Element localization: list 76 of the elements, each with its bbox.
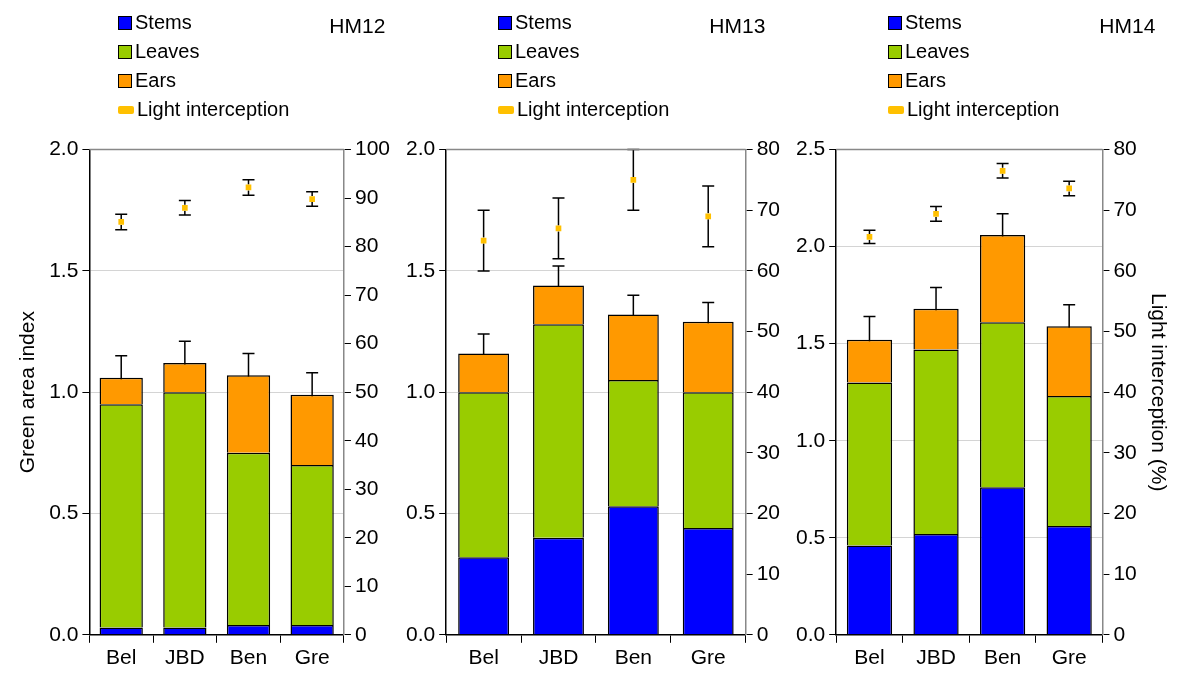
legend-label: Light interception bbox=[907, 97, 1060, 122]
y-tick-label: 1.0 bbox=[49, 379, 79, 402]
x-tick-label: Bel bbox=[468, 645, 499, 669]
legend-label: Leaves bbox=[135, 39, 200, 64]
legend-label: Leaves bbox=[515, 39, 580, 64]
legend-label: Ears bbox=[135, 68, 177, 93]
x-tick-label: Ben bbox=[229, 645, 268, 669]
y2-tick-label: 20 bbox=[354, 524, 379, 548]
y2-tick-label: 10 bbox=[354, 573, 379, 597]
y-tick-label: 1.5 bbox=[49, 257, 79, 281]
y2-tick-label: 40 bbox=[354, 427, 379, 451]
y2-tick-label: 70 bbox=[1113, 197, 1137, 221]
x-tick-label: Ben bbox=[983, 645, 1022, 669]
y2-tick-label: 100 bbox=[354, 136, 391, 160]
y-tick-label: 1.5 bbox=[795, 330, 826, 354]
x-tick-label: JBD bbox=[916, 645, 956, 669]
point bbox=[705, 213, 712, 220]
x-tick-label: Bel bbox=[106, 645, 137, 669]
legend-label: Light interception bbox=[137, 97, 290, 122]
y-tick-label: 2.0 bbox=[795, 233, 826, 257]
x-tick-label: Bel bbox=[854, 645, 885, 669]
legend-label: Light interception bbox=[517, 97, 670, 122]
y-tick-label: 0.5 bbox=[405, 500, 436, 524]
y2-tick-label: 90 bbox=[354, 184, 379, 208]
y2-tick-label: 20 bbox=[1113, 500, 1137, 524]
y-tick-label: 2.0 bbox=[405, 136, 436, 160]
legend-label: Leaves bbox=[905, 39, 970, 64]
y2-tick-label: 0 bbox=[756, 621, 769, 645]
y2-tick-label: 0 bbox=[1113, 621, 1126, 645]
legend-label: Stems bbox=[135, 10, 192, 35]
legend-label: Ears bbox=[905, 68, 947, 93]
chart-title: HM13 bbox=[709, 14, 766, 38]
x-tick-label: Gre bbox=[294, 645, 330, 669]
y2-tick-label: 50 bbox=[1113, 318, 1137, 342]
y2-tick-label: 30 bbox=[756, 439, 780, 463]
x-tick-label: Gre bbox=[690, 645, 726, 669]
y2-tick-label: 10 bbox=[1113, 560, 1137, 584]
legend-label: Ears bbox=[515, 68, 557, 93]
y2-tick-label: 60 bbox=[756, 257, 780, 281]
y2-tick-label: 50 bbox=[756, 318, 780, 342]
y2-tick-label: 40 bbox=[1113, 379, 1137, 402]
y-tick-label: 0.0 bbox=[795, 621, 826, 645]
point bbox=[630, 177, 637, 183]
y2-tick-label: 60 bbox=[354, 330, 379, 354]
x-tick-label: Gre bbox=[1051, 645, 1087, 669]
y-tick-label: 2.0 bbox=[49, 136, 79, 160]
y-tick-label: 1.0 bbox=[795, 427, 826, 451]
chart-title: HM14 bbox=[1099, 14, 1156, 38]
y2-tick-label: 40 bbox=[756, 379, 780, 402]
y-tick-label: 0.0 bbox=[49, 621, 79, 645]
y2-tick-label: 30 bbox=[1113, 439, 1137, 463]
legend-label: Stems bbox=[905, 10, 962, 35]
legend-label: Stems bbox=[515, 10, 572, 35]
y-axis-title: Green area index bbox=[15, 310, 39, 474]
y-tick-label: 1.0 bbox=[405, 379, 436, 402]
y2-tick-label: 30 bbox=[354, 476, 379, 500]
y-tick-label: 1.5 bbox=[405, 257, 436, 281]
x-tick-label: Ben bbox=[614, 645, 653, 669]
y2-tick-label: 80 bbox=[756, 136, 780, 160]
y2-tick-label: 60 bbox=[1113, 257, 1137, 281]
y2-tick-label: 70 bbox=[354, 281, 379, 305]
y2-tick-label: 80 bbox=[1113, 136, 1137, 160]
y2-tick-label: 20 bbox=[756, 500, 780, 524]
y-tick-label: 2.5 bbox=[795, 136, 826, 160]
y2-tick-label: 10 bbox=[756, 560, 780, 584]
y-tick-label: 0.5 bbox=[49, 500, 79, 524]
chart-title: HM12 bbox=[329, 14, 386, 38]
y-tick-label: 0.0 bbox=[405, 621, 436, 645]
y2-tick-label: 80 bbox=[354, 233, 379, 257]
y2-tick-label: 70 bbox=[756, 197, 780, 221]
x-tick-label: JBD bbox=[538, 645, 579, 669]
y2-axis-title: Light interception (%) bbox=[1147, 292, 1171, 492]
x-tick-label: JBD bbox=[165, 645, 205, 669]
y2-tick-label: 0 bbox=[354, 621, 367, 645]
y-tick-label: 0.5 bbox=[795, 524, 826, 548]
y2-tick-label: 50 bbox=[354, 379, 379, 402]
